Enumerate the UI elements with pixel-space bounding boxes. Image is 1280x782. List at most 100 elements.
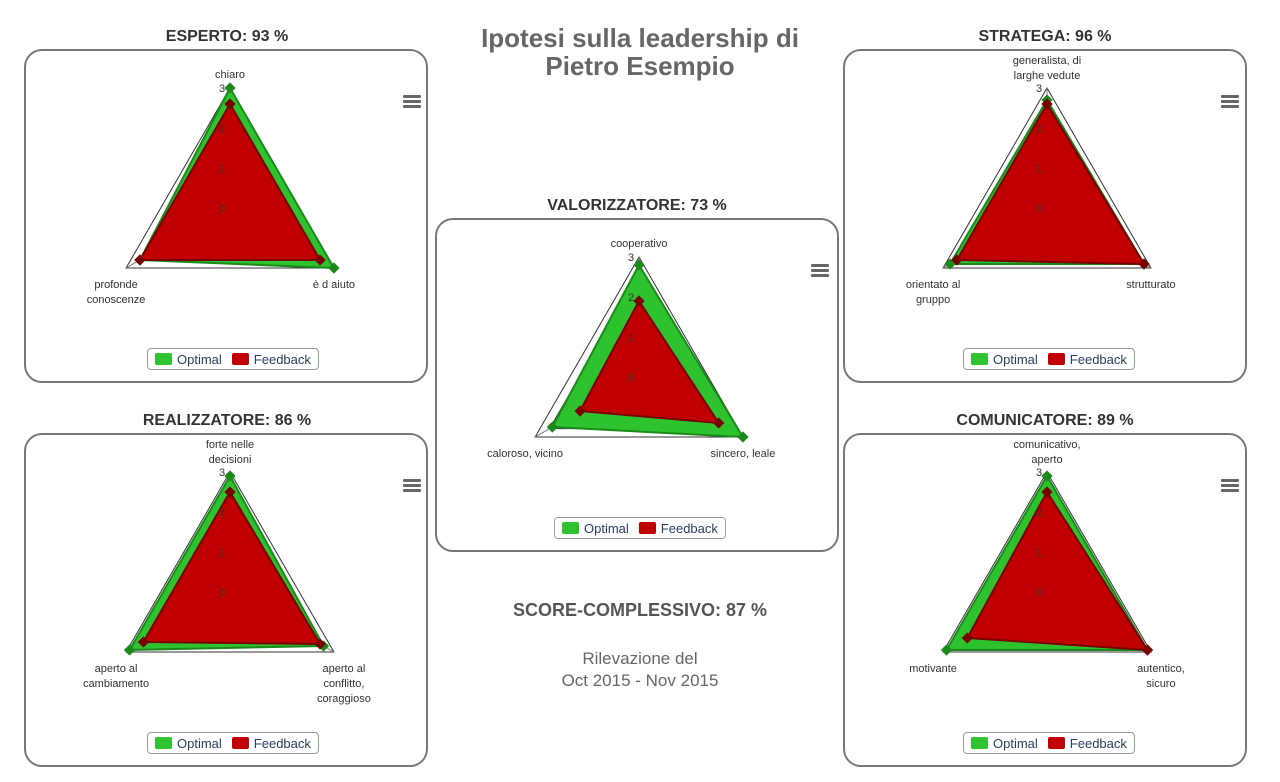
axis-label: cambiamento bbox=[83, 678, 149, 690]
axis-label: conflitto, bbox=[323, 678, 364, 690]
tick-label: 2 bbox=[1036, 507, 1042, 519]
axis-label: orientato al bbox=[906, 279, 960, 291]
axis-label: aperto al bbox=[95, 663, 138, 675]
data-point-optimal[interactable] bbox=[633, 259, 645, 271]
data-point-optimal[interactable] bbox=[1041, 470, 1053, 482]
chart-title-realizzatore: REALIZZATORE: 86 % bbox=[142, 412, 312, 429]
radar-chart-stratega: 0 1 2 3 generalista, di larghe vedute struttur… bbox=[906, 55, 1176, 306]
axis-label: forte nelle bbox=[206, 439, 254, 451]
optimal-swatch-icon bbox=[562, 522, 579, 534]
axis-label: è d aiuto bbox=[313, 279, 355, 291]
radar-chart-valorizzatore: 0 1 2 3 cooperativo sincero, leale caloroso, v… bbox=[487, 238, 776, 460]
data-point-optimal[interactable] bbox=[328, 262, 340, 274]
radar-grid-0 bbox=[125, 470, 335, 653]
legend: Optimal Feedback bbox=[147, 348, 319, 370]
tick-label: 3 bbox=[1036, 467, 1042, 479]
feedback-swatch-icon bbox=[638, 522, 656, 534]
legend: Optimal Feedback bbox=[963, 348, 1135, 370]
page-title: Ipotesi sulla leadership di Pietro Esemp… bbox=[440, 24, 840, 80]
axis-label: sincero, leale bbox=[711, 448, 776, 460]
menu-icon[interactable] bbox=[811, 264, 829, 278]
tick-label: 2 bbox=[628, 292, 634, 304]
feedback-swatch-icon bbox=[231, 737, 249, 749]
tick-label: 3 bbox=[219, 467, 225, 479]
optimal-swatch-icon bbox=[971, 737, 988, 749]
tick-label: 3 bbox=[628, 252, 634, 264]
legend-item-feedback[interactable]: Feedback bbox=[638, 521, 718, 536]
axis-label: comunicativo, bbox=[1013, 439, 1080, 451]
data-point-feedback[interactable] bbox=[314, 638, 326, 650]
tick-label: 1 bbox=[628, 332, 634, 344]
tick-label: 2 bbox=[219, 123, 225, 135]
data-point-optimal[interactable] bbox=[737, 431, 749, 443]
series-area-feedback[interactable] bbox=[138, 103, 322, 261]
data-point-optimal[interactable] bbox=[224, 470, 236, 482]
overall-score: SCORE-COMPLESSIVO: 87 % bbox=[512, 600, 768, 620]
legend-item-optimal[interactable]: Optimal bbox=[971, 736, 1038, 751]
menu-icon[interactable] bbox=[403, 479, 421, 493]
chart-title-valorizzatore: VALORIZZATORE: 73 % bbox=[547, 197, 727, 214]
menu-icon[interactable] bbox=[1221, 479, 1239, 493]
radar-grid-0 bbox=[942, 470, 1152, 653]
tick-label: 3 bbox=[1036, 83, 1042, 95]
series-area-feedback[interactable] bbox=[579, 300, 720, 424]
feedback-swatch-icon bbox=[1047, 737, 1065, 749]
data-point-feedback[interactable] bbox=[134, 254, 146, 266]
data-point-feedback[interactable] bbox=[314, 254, 326, 266]
radar-grid-0 bbox=[534, 255, 744, 438]
axis-label: decisioni bbox=[209, 454, 252, 466]
tick-label: 1 bbox=[1036, 547, 1042, 559]
tick-label: 0 bbox=[628, 372, 634, 384]
survey-period-line1: Rilevazione del bbox=[582, 649, 698, 668]
legend-item-optimal[interactable]: Optimal bbox=[971, 352, 1038, 367]
series-area-feedback[interactable] bbox=[955, 103, 1145, 265]
chart-card-comunicatore: 0 1 2 3 comunicativo, aperto autentico, sicuro m… bbox=[843, 433, 1247, 767]
axis-label: generalista, di bbox=[1013, 55, 1082, 67]
axis-label: strutturato bbox=[1126, 279, 1176, 291]
axis-label: larghe vedute bbox=[1014, 70, 1081, 82]
axis-label: chiaro bbox=[215, 69, 245, 81]
axis-label: aperto al bbox=[323, 663, 366, 675]
chart-card-esperto: 0 1 2 3 chiaro è d aiuto profonde conoscenze Op… bbox=[24, 49, 428, 383]
optimal-swatch-icon bbox=[155, 353, 172, 365]
legend-item-feedback[interactable]: Feedback bbox=[1047, 352, 1127, 367]
legend-item-optimal[interactable]: Optimal bbox=[562, 521, 629, 536]
axis-label: aperto bbox=[1031, 454, 1062, 466]
axis-label: motivante bbox=[909, 663, 957, 675]
tick-label: 0 bbox=[1036, 587, 1042, 599]
axis-label: caloroso, vicino bbox=[487, 448, 563, 460]
data-point-feedback[interactable] bbox=[1041, 98, 1053, 110]
radar-grid-0 bbox=[942, 86, 1152, 269]
axis-label: cooperativo bbox=[611, 238, 668, 250]
page-title-line1: Ipotesi sulla leadership di bbox=[481, 23, 799, 53]
data-point-optimal[interactable] bbox=[224, 82, 236, 94]
tick-label: 1 bbox=[1036, 163, 1042, 175]
page-title-line2: Pietro Esempio bbox=[545, 51, 735, 81]
series-area-feedback[interactable] bbox=[142, 491, 322, 645]
legend-item-feedback[interactable]: Feedback bbox=[231, 352, 311, 367]
chart-title-esperto: ESPERTO: 93 % bbox=[165, 28, 289, 45]
radar-chart-comunicatore: 0 1 2 3 comunicativo, aperto autentico, sicuro m… bbox=[909, 439, 1185, 690]
chart-title-comunicatore: COMUNICATORE: 89 % bbox=[956, 412, 1134, 429]
chart-card-realizzatore: 0 1 2 3 forte nelle decisioni aperto al conflit… bbox=[24, 433, 428, 767]
data-point-feedback[interactable] bbox=[713, 417, 725, 429]
data-point-feedback[interactable] bbox=[1041, 486, 1053, 498]
series-area-feedback[interactable] bbox=[966, 491, 1149, 651]
tick-label: 0 bbox=[219, 587, 225, 599]
menu-icon[interactable] bbox=[403, 95, 421, 109]
radar-chart-esperto: 0 1 2 3 chiaro è d aiuto profonde conoscenze bbox=[87, 69, 355, 306]
axis-label: coraggioso bbox=[317, 693, 371, 705]
legend-item-optimal[interactable]: Optimal bbox=[155, 736, 222, 751]
legend-item-optimal[interactable]: Optimal bbox=[155, 352, 222, 367]
legend: Optimal Feedback bbox=[147, 732, 319, 754]
feedback-swatch-icon bbox=[231, 353, 249, 365]
tick-label: 2 bbox=[1036, 123, 1042, 135]
tick-label: 0 bbox=[1036, 203, 1042, 215]
tick-label: 1 bbox=[219, 163, 225, 175]
legend-item-feedback[interactable]: Feedback bbox=[1047, 736, 1127, 751]
tick-label: 0 bbox=[219, 203, 225, 215]
menu-icon[interactable] bbox=[1221, 95, 1239, 109]
legend-item-feedback[interactable]: Feedback bbox=[231, 736, 311, 751]
axis-label: gruppo bbox=[916, 294, 950, 306]
tick-label: 3 bbox=[219, 83, 225, 95]
